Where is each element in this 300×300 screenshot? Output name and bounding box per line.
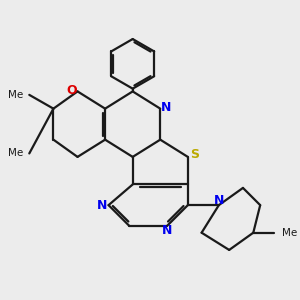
Text: N: N xyxy=(214,194,224,207)
Text: Me: Me xyxy=(282,228,297,238)
Text: N: N xyxy=(97,199,107,212)
Text: Me: Me xyxy=(8,90,23,100)
Text: S: S xyxy=(190,148,199,161)
Text: N: N xyxy=(162,224,172,237)
Text: O: O xyxy=(66,83,76,97)
Text: N: N xyxy=(160,101,171,114)
Text: Me: Me xyxy=(8,148,23,158)
